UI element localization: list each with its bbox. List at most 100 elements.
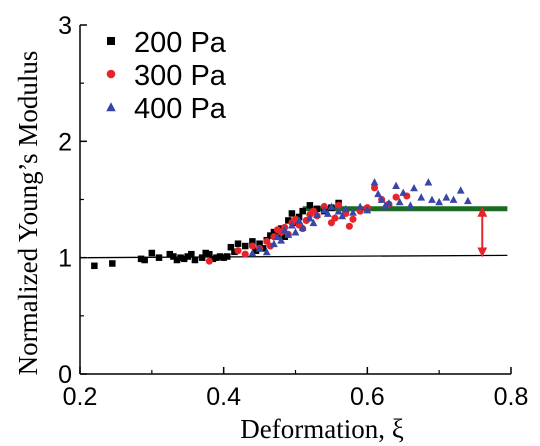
point-series-0-32 [270, 228, 278, 236]
legend-marker-2 [106, 102, 116, 112]
point-series-2-36 [428, 195, 436, 203]
point-series-2-25 [374, 189, 383, 198]
point-series-2-4 [273, 232, 282, 241]
point-series-1-25 [345, 222, 353, 230]
point-series-2-39 [449, 195, 458, 203]
legend-marker-0 [107, 37, 115, 45]
point-series-0-28 [256, 240, 263, 247]
point-series-2-6 [280, 225, 289, 234]
point-series-2-30 [395, 197, 404, 206]
point-series-2-8 [288, 221, 296, 229]
point-series-2-19 [338, 211, 347, 220]
point-series-2-23 [363, 206, 372, 214]
point-series-0-27 [252, 247, 260, 254]
x-tick-label-1: 0.4 [206, 383, 241, 411]
point-series-0-10 [180, 255, 188, 263]
point-series-2-38 [442, 193, 451, 201]
point-series-2-2 [262, 247, 271, 256]
x-tick-label-0: 0.2 [63, 383, 98, 411]
point-series-1-32 [392, 193, 400, 201]
point-series-0-3 [141, 256, 148, 264]
point-series-2-9 [291, 228, 300, 236]
point-series-0-24 [234, 240, 242, 247]
point-series-2-7 [284, 230, 293, 238]
point-series-2-16 [323, 209, 332, 217]
point-series-0-20 [220, 254, 227, 261]
point-series-2-26 [377, 195, 386, 203]
point-series-2-13 [309, 218, 318, 227]
axes-layer: 0.2 0.4 0.6 0.8 0 1 2 3 [58, 12, 528, 411]
point-series-2-29 [392, 181, 400, 189]
point-series-0-8 [173, 256, 181, 264]
point-series-2-34 [417, 193, 426, 201]
point-series-0-22 [227, 243, 235, 251]
point-series-0-12 [188, 250, 195, 258]
point-series-0-14 [198, 254, 206, 261]
point-series-2-21 [349, 208, 357, 216]
point-series-2-41 [464, 196, 472, 205]
x-tick-label-2: 0.6 [350, 383, 385, 411]
point-series-0-42 [313, 205, 321, 213]
point-series-0-7 [170, 253, 177, 260]
point-series-2-24 [370, 178, 379, 186]
point-series-1-2 [241, 250, 249, 258]
point-series-2-40 [456, 186, 465, 194]
point-series-0-41 [306, 202, 314, 209]
point-series-2-15 [320, 206, 329, 214]
point-series-0-37 [288, 210, 296, 217]
point-series-0-31 [267, 232, 274, 239]
point-series-0-40 [299, 207, 306, 215]
point-series-1-23 [335, 201, 343, 209]
point-series-2-0 [248, 249, 257, 257]
y-tick-label-0: 0 [58, 361, 72, 389]
point-series-0-15 [202, 249, 209, 257]
point-series-0-11 [184, 253, 191, 260]
x-tick-label-3: 0.8 [494, 383, 529, 411]
point-series-1-22 [331, 214, 339, 222]
point-series-2-35 [424, 178, 433, 186]
y-tick-label-1: 1 [58, 245, 72, 273]
point-series-0-16 [206, 250, 213, 258]
point-series-0-6 [166, 250, 174, 258]
point-series-0-9 [177, 254, 184, 261]
point-series-2-11 [298, 223, 307, 231]
y-axis-title: Normalized Young’s Modulus [13, 51, 43, 376]
point-series-0-35 [281, 233, 288, 240]
point-series-0-18 [213, 254, 220, 261]
point-series-2-1 [255, 244, 264, 252]
marks-layer [91, 178, 472, 270]
point-series-2-32 [406, 201, 415, 209]
point-series-0-17 [209, 255, 217, 263]
point-series-2-31 [399, 188, 408, 196]
point-series-0-25 [241, 242, 249, 250]
point-series-2-5 [277, 236, 286, 244]
point-series-2-27 [381, 201, 390, 209]
point-series-2-17 [327, 202, 336, 210]
point-series-0-4 [148, 249, 156, 257]
point-series-0-21 [224, 253, 231, 260]
point-series-2-3 [270, 239, 278, 248]
point-series-2-20 [341, 204, 350, 213]
point-series-1-26 [349, 215, 357, 223]
point-series-0-36 [285, 217, 292, 224]
point-series-0-19 [216, 253, 224, 260]
point-series-2-37 [435, 197, 444, 206]
point-series-2-12 [305, 214, 314, 222]
point-series-2-33 [410, 183, 418, 192]
legend-label-0: 200 Pa [134, 27, 227, 59]
point-series-0-29 [259, 245, 267, 252]
y-tick-label-3: 3 [58, 12, 72, 40]
point-series-2-28 [384, 199, 393, 207]
legend-label-2: 400 Pa [134, 93, 227, 125]
y-tick-label-2: 2 [58, 128, 72, 156]
x-axis-title: Deformation, ξ [240, 414, 404, 444]
point-series-0-26 [249, 238, 256, 245]
point-series-2-14 [313, 210, 321, 219]
point-series-0-2 [137, 255, 145, 263]
legend-label-1: 300 Pa [134, 60, 227, 92]
point-series-1-1 [234, 247, 242, 255]
point-series-0-1 [109, 260, 116, 267]
point-series-1-3 [248, 242, 256, 250]
